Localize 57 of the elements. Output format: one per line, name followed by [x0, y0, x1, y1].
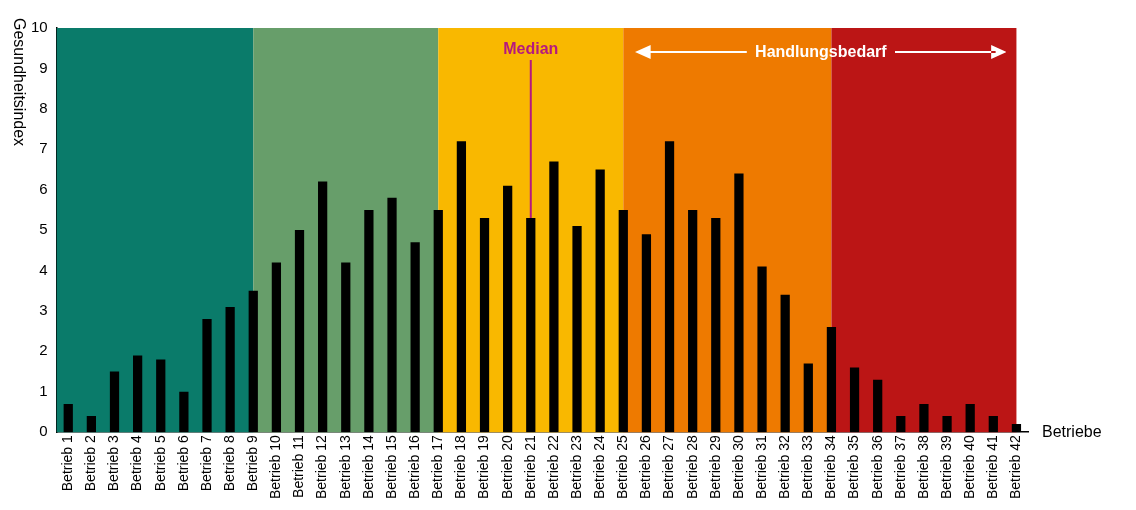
x-tick-label: Betrieb 24: [591, 434, 608, 500]
y-tick-label: 3: [39, 301, 48, 319]
x-tick-label: Betrieb 3: [105, 434, 122, 492]
x-tick-label: Betrieb 25: [614, 434, 631, 500]
y-tick-label: 0: [39, 422, 48, 440]
x-tick-label: Betrieb 39: [937, 434, 954, 500]
y-tick-label: 6: [39, 179, 48, 197]
x-tick-label: Betrieb 35: [845, 434, 862, 500]
x-axis-title: Betriebe: [1042, 422, 1102, 440]
x-tick-label: Betrieb 40: [961, 434, 978, 500]
x-tick-label: Betrieb 28: [683, 434, 700, 500]
x-tick-label: Betrieb 19: [475, 434, 492, 500]
x-tick-label: Betrieb 34: [822, 434, 839, 500]
x-tick-label: Betrieb 7: [197, 434, 214, 492]
ref-line-label: Median: [503, 40, 559, 58]
x-tick-label: Betrieb 5: [151, 434, 168, 492]
x-tick-label: Betrieb 41: [984, 434, 1001, 500]
x-tick-label: Betrieb 38: [914, 434, 931, 500]
x-tick-label: Betrieb 30: [729, 434, 746, 500]
x-tick-label: Betrieb 22: [544, 434, 561, 500]
x-tick-label: Betrieb 14: [359, 434, 376, 500]
y-tick-label: 9: [39, 58, 48, 76]
y-tick-label: 2: [39, 341, 48, 359]
x-tick-label: Betrieb 23: [567, 434, 584, 500]
x-tick-label: Betrieb 21: [521, 434, 538, 500]
x-tick-label: Betrieb 12: [313, 434, 330, 500]
x-tick-label: Betrieb 26: [637, 434, 654, 500]
x-tick-label: Betrieb 29: [706, 434, 723, 500]
x-tick-label: Betrieb 2: [82, 434, 99, 492]
y-tick-label: 8: [39, 98, 48, 116]
x-tick-label: Betrieb 13: [336, 434, 353, 500]
x-tick-label: Betrieb 16: [406, 434, 423, 500]
x-tick-label: Betrieb 20: [498, 434, 515, 500]
x-tick-label: Betrieb 4: [128, 434, 145, 492]
x-tick-label: Betrieb 31: [752, 434, 769, 500]
x-tick-label: Betrieb 10: [267, 434, 284, 500]
x-tick-label: Betrieb 18: [452, 434, 469, 500]
x-tick-label: Betrieb 36: [868, 434, 885, 500]
x-tick-label: Betrieb 11: [290, 434, 307, 498]
annotation: Handlungsbedarf: [754, 43, 888, 61]
y-tick-label: 7: [39, 139, 48, 157]
x-tick-label: Betrieb 8: [220, 434, 237, 492]
y-axis-title: Gesundheitsindex: [10, 18, 28, 147]
x-tick-label: Betrieb 42: [1007, 434, 1024, 500]
x-tick-label: Betrieb 1: [59, 434, 76, 492]
y-tick-label: 1: [39, 381, 48, 399]
y-tick-label: 5: [39, 220, 48, 238]
x-tick-label: Betrieb 32: [776, 434, 793, 500]
y-tick-label: 10: [31, 18, 48, 36]
x-tick-label: Betrieb 37: [891, 434, 908, 500]
x-tick-label: Betrieb 33: [799, 434, 816, 500]
x-tick-label: Betrieb 27: [660, 434, 677, 500]
y-tick-label: 4: [39, 260, 48, 278]
x-tick-label: Betrieb 9: [244, 434, 261, 492]
x-tick-label: Betrieb 15: [382, 434, 399, 500]
x-tick-label: Betrieb 17: [429, 434, 446, 500]
x-tick-label: Betrieb 6: [174, 434, 191, 492]
